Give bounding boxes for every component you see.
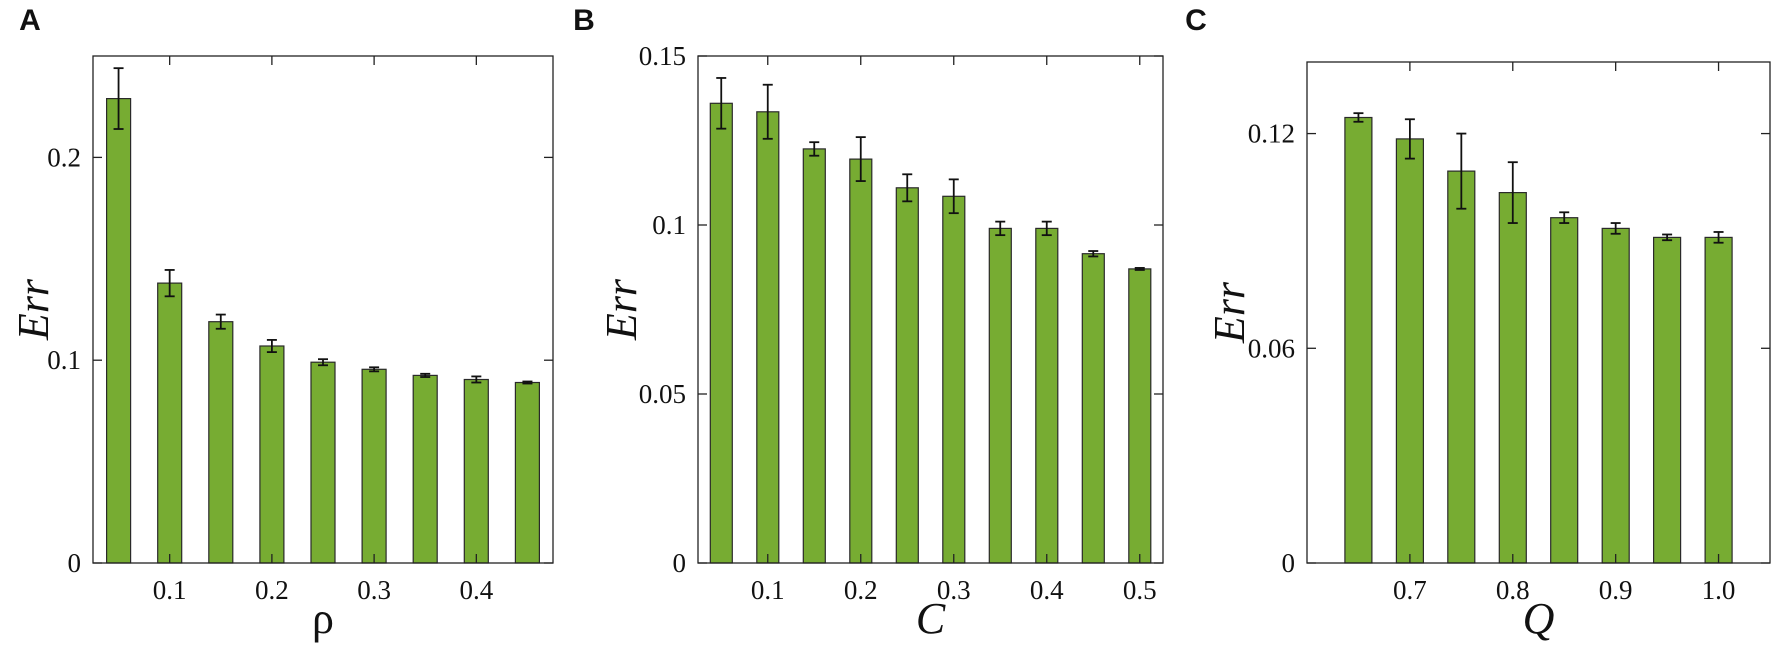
y-axis-label: Err: [1205, 281, 1254, 344]
x-tick-label: 1.0: [1702, 575, 1736, 605]
x-tick-label: 0.8: [1496, 575, 1530, 605]
x-tick-label: 0.5: [1123, 575, 1157, 605]
error-bar: [1559, 211, 1570, 224]
y-tick-label: 0.05: [639, 379, 686, 409]
plot-frame: [1306, 61, 1771, 564]
error-bar: [902, 173, 913, 203]
x-tick-label: 0.7: [1393, 575, 1427, 605]
bar: [849, 158, 873, 564]
x-tick-label: 0.9: [1599, 575, 1633, 605]
bar: [895, 187, 919, 564]
error-bar: [471, 375, 482, 384]
bar: [105, 97, 132, 564]
x-tick-label: 0.4: [459, 575, 493, 605]
error-bar: [1088, 250, 1099, 258]
y-tick-label: 0.12: [1248, 119, 1295, 149]
error-bar: [1134, 267, 1145, 271]
bar: [1128, 268, 1152, 564]
plot-frame: [697, 55, 1164, 564]
bar: [1652, 236, 1682, 564]
panel-label: C: [1185, 4, 1207, 37]
bar: [942, 195, 966, 564]
error-bar: [716, 77, 727, 130]
y-axis-label: Err: [9, 278, 58, 341]
bar: [1081, 253, 1105, 564]
bar: [1498, 192, 1527, 564]
panel-c: 0 0.06 0.12 0.7 0.8 0.9 1.0 Q Err C: [1185, 4, 1771, 643]
bar: [756, 111, 780, 564]
x-axis-label: Q: [1523, 594, 1555, 643]
panel-label: A: [19, 4, 41, 37]
x-axis-label: C: [916, 594, 946, 643]
error-bar: [420, 372, 431, 378]
x-axis-label: ρ: [312, 594, 334, 643]
error-bar: [164, 269, 175, 298]
error-bar: [266, 339, 277, 353]
y-tick-label: 0.15: [639, 41, 686, 71]
error-bar: [809, 141, 820, 157]
plot-frame: [92, 55, 554, 564]
x-tick-label: 0.3: [357, 575, 391, 605]
x-tick-label: 0.2: [844, 575, 878, 605]
bar: [1550, 217, 1579, 564]
error-bar: [369, 366, 380, 373]
x-tick-label: 0.1: [751, 575, 785, 605]
bar: [1035, 227, 1059, 564]
error-bar: [948, 178, 959, 215]
error-bar: [318, 358, 328, 367]
x-tick-label: 0.2: [255, 575, 289, 605]
error-bar: [995, 220, 1006, 237]
y-tick-label: 0: [673, 548, 687, 578]
error-bar: [1507, 161, 1518, 224]
error-bar: [1610, 222, 1621, 235]
bar: [310, 361, 336, 564]
error-bar: [855, 136, 866, 182]
error-bar: [1353, 112, 1364, 123]
bar: [1601, 227, 1630, 564]
x-tick-label: 0.1: [153, 575, 187, 605]
bar: [463, 378, 489, 564]
error-bar: [113, 67, 124, 130]
bar: [802, 148, 826, 564]
bar: [1395, 138, 1425, 564]
bar: [1704, 236, 1733, 564]
panel-b: 0 0.05 0.1 0.15 0.1 0.2 0.3 0.4 0.5 C Err B: [573, 4, 1164, 643]
error-bar: [1041, 220, 1052, 237]
panel-a: 0 0.1 0.2 0.1 0.2 0.3 0.4 ρ Err A: [9, 4, 554, 643]
y-tick-label: 0.2: [47, 142, 81, 172]
error-bar: [1456, 132, 1467, 210]
bar: [514, 381, 541, 564]
bar: [208, 321, 234, 564]
bar: [412, 374, 438, 564]
x-tick-label: 0.4: [1030, 575, 1064, 605]
x-tick-label: 0.3: [937, 575, 971, 605]
y-tick-label: 0: [1282, 548, 1296, 578]
y-tick-label: 0: [68, 548, 82, 578]
error-bar: [215, 313, 226, 330]
bar: [709, 102, 733, 564]
bar: [1344, 116, 1373, 564]
error-bar: [522, 380, 533, 385]
bar: [988, 227, 1012, 564]
bar: [1447, 170, 1476, 564]
panel-label: B: [573, 4, 595, 37]
y-axis-label: Err: [597, 278, 646, 341]
y-tick-label: 0.06: [1248, 333, 1295, 363]
error-bar: [1404, 118, 1415, 160]
error-bar: [1662, 233, 1673, 242]
error-bar: [762, 83, 773, 140]
bar: [157, 282, 183, 564]
bar: [259, 345, 285, 564]
y-tick-label: 0.1: [47, 345, 81, 375]
y-tick-label: 0.1: [652, 210, 686, 240]
error-bar: [1713, 231, 1724, 244]
bar: [361, 368, 387, 564]
